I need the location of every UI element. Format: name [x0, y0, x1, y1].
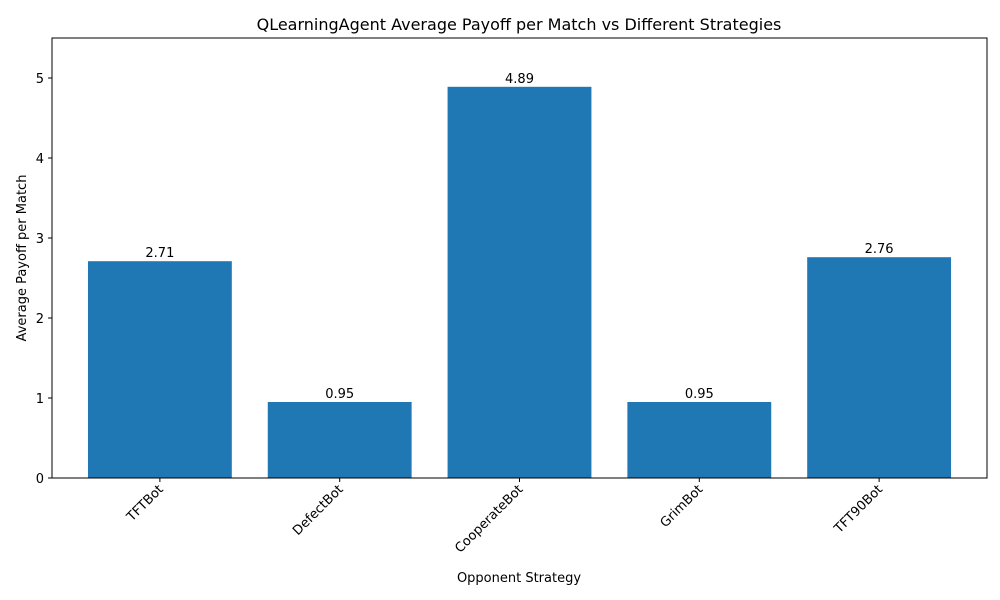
bar-cooperatebot — [447, 86, 592, 479]
chart-title: QLearningAgent Average Payoff per Match … — [257, 15, 782, 34]
data-labels-layer: 2.71 0.95 4.89 0.95 2.76 — [145, 72, 893, 402]
y-tick-label: 0 — [36, 472, 44, 487]
x-tick-label: GrimBot — [658, 482, 707, 531]
x-tick-label: TFTBot — [124, 482, 167, 525]
bar-value-label: 4.89 — [505, 72, 534, 87]
bar-value-label: 2.76 — [865, 242, 894, 257]
bars-layer — [87, 86, 952, 479]
y-tick-label: 1 — [36, 392, 44, 407]
y-axis-title: Average Payoff per Match — [15, 175, 30, 342]
bar-value-label: 2.71 — [145, 246, 174, 261]
bar-grimbot — [627, 402, 772, 478]
y-tick-label: 2 — [36, 312, 44, 327]
bar-value-label: 0.95 — [325, 387, 354, 402]
bar-defectbot — [267, 402, 412, 478]
x-tick-label: TFT90Bot — [831, 482, 886, 537]
bar-tft90bot — [807, 257, 952, 478]
bar-tftbot — [87, 261, 232, 478]
x-tick-label: CooperateBot — [452, 482, 526, 556]
y-tick-label: 4 — [36, 152, 44, 167]
y-tick-label: 3 — [36, 232, 44, 247]
y-tick-label: 5 — [36, 72, 44, 87]
x-axis-title: Opponent Strategy — [457, 571, 581, 586]
x-tick-label: DefectBot — [290, 482, 346, 538]
bar-value-label: 0.95 — [685, 387, 714, 402]
